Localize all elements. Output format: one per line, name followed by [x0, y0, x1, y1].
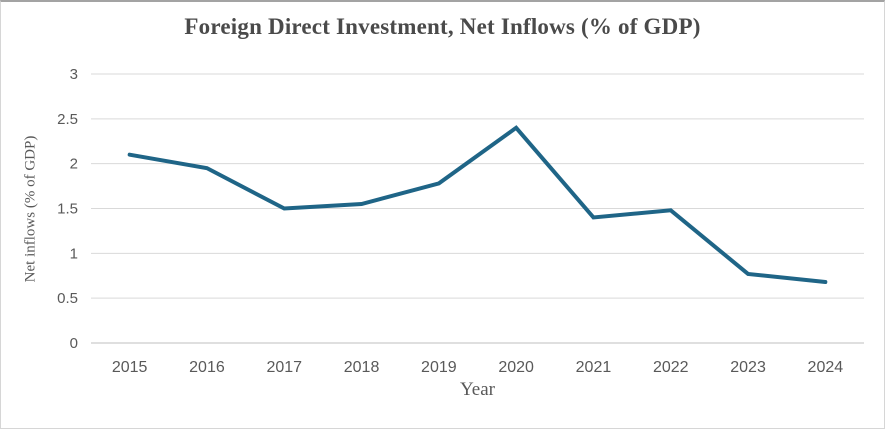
x-tick-label: 2024 [808, 359, 844, 376]
y-tick-label: 1 [70, 245, 78, 262]
x-tick-label: 2019 [421, 359, 457, 376]
x-tick-label: 2020 [498, 359, 534, 376]
x-tick-label: 2016 [189, 359, 225, 376]
x-tick-label: 2021 [576, 359, 612, 376]
chart-title: Foreign Direct Investment, Net Inflows (… [184, 14, 701, 39]
x-axis-title: Year [459, 379, 495, 400]
y-tick-label: 2 [70, 156, 78, 173]
y-tick-label: 0 [70, 335, 78, 352]
y-tick-label: 2.5 [57, 111, 78, 128]
y-tick-label: 3 [70, 66, 78, 83]
x-tick-label: 2018 [344, 359, 380, 376]
fdi-line-series [127, 125, 828, 285]
x-tick-label: 2017 [266, 359, 302, 376]
y-tick-label: 0.5 [57, 290, 78, 307]
x-tick-label: 2022 [653, 359, 689, 376]
x-tick-label: 2023 [730, 359, 766, 376]
y-tick-label: 1.5 [57, 201, 78, 218]
x-tick-label: 2015 [112, 359, 148, 376]
